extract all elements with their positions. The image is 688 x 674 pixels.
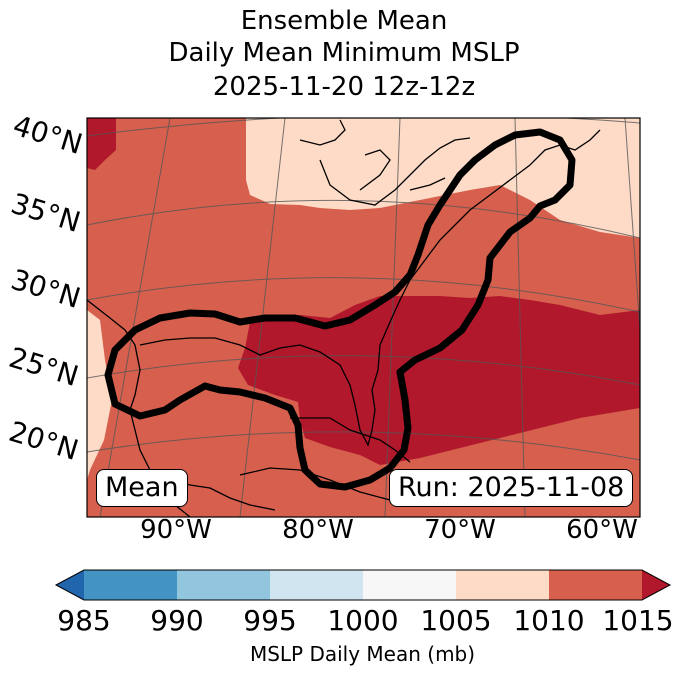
colorbar-extend-high xyxy=(642,570,670,600)
map-panel xyxy=(86,117,641,518)
colorbar-swatch-1000 xyxy=(363,570,457,600)
mslp-field-above-1015-nw xyxy=(87,118,116,170)
colorbar-swatch-990 xyxy=(177,570,271,600)
title-line-3: 2025-11-20 12z-12z xyxy=(212,72,476,102)
colorbar-tick-985: 985 xyxy=(57,604,111,637)
lon-label-90w: 90°W xyxy=(140,515,212,545)
colorbar-tick-1015: 1015 xyxy=(602,604,674,637)
lon-label-80w: 80°W xyxy=(282,515,354,545)
probability-outline xyxy=(104,128,576,491)
colorbar-swatch-995 xyxy=(270,570,364,600)
mean-badge: Mean xyxy=(96,469,188,507)
colorbar-outline xyxy=(54,569,672,601)
colorbar-extend-low xyxy=(56,570,84,600)
title-line-1: Ensemble Mean xyxy=(240,6,448,36)
colorbar-tick-1010: 1010 xyxy=(513,604,585,637)
colorbar-swatch-1010 xyxy=(549,570,643,600)
colorbar-label: MSLP Daily Mean (mb) xyxy=(249,642,476,666)
map-frame xyxy=(86,117,641,518)
mslp-field-1005-1010-west xyxy=(87,310,112,480)
lon-label-60w: 60°W xyxy=(566,515,638,545)
colorbar-tick-1000: 1000 xyxy=(327,604,399,637)
colorbar-tick-995: 995 xyxy=(243,604,297,637)
run-date-badge: Run: 2025-11-08 xyxy=(389,469,634,507)
title-line-2: Daily Mean Minimum MSLP xyxy=(168,38,520,68)
colorbar-tick-1005: 1005 xyxy=(420,604,492,637)
colorbar-swatch-985 xyxy=(84,570,178,600)
mslp-field-1005-1010-north xyxy=(246,118,640,238)
colorbar-swatch-1005 xyxy=(456,570,550,600)
lon-label-70w: 70°W xyxy=(424,515,496,545)
colorbar-tick-990: 990 xyxy=(150,604,204,637)
